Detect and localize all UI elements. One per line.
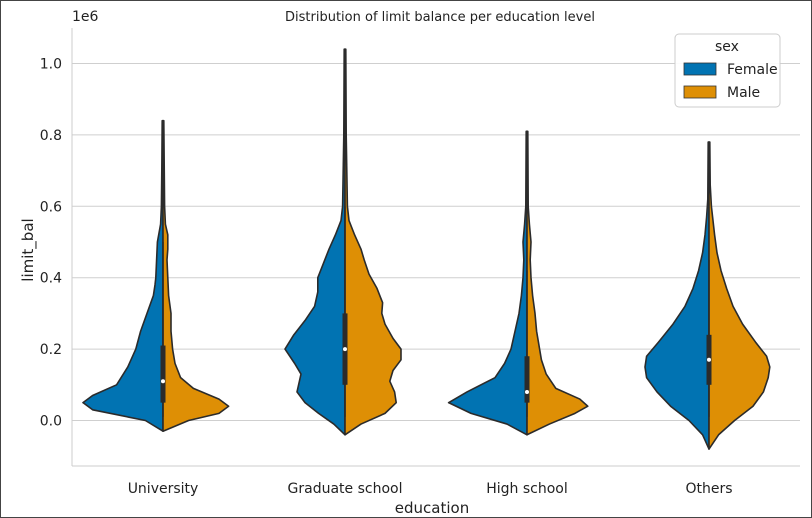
y-tick-label: 0.4: [40, 271, 62, 287]
violin-half-male: [344, 48, 402, 436]
violin-half-female: [447, 130, 528, 436]
y-tick-label: 0.2: [40, 342, 62, 358]
y-axis-label: limit_bal: [19, 218, 38, 281]
violin-half-male: [526, 130, 589, 436]
x-tick-label: Graduate school: [288, 481, 403, 497]
median-dot: [343, 347, 347, 352]
violin-half-male: [162, 119, 230, 433]
y-tick-label: 0.8: [40, 128, 62, 144]
y-tick-label: 0.6: [40, 199, 62, 215]
violin-half-female: [82, 119, 164, 433]
y-tick-label: 1.0: [40, 57, 62, 73]
iqr-box: [524, 356, 530, 403]
legend-swatch-female: [683, 62, 717, 76]
median-dot: [525, 389, 529, 394]
violin-half-female: [644, 141, 710, 450]
violin-half-female: [284, 48, 346, 436]
legend-label-female: Female: [727, 62, 778, 78]
iqr-box: [160, 345, 166, 403]
x-tick-label: High school: [486, 481, 568, 497]
violin-half-male: [708, 141, 771, 450]
y-tick-label: 0.0: [40, 414, 62, 430]
legend-title: sex: [715, 39, 739, 55]
violins: [82, 48, 771, 450]
x-tick-label: University: [128, 481, 199, 497]
inner-boxes: [160, 206, 712, 417]
median-dot: [161, 379, 165, 384]
median-dot: [707, 357, 711, 362]
x-axis-label: education: [395, 499, 469, 517]
chart-title: Distribution of limit balance per educat…: [285, 10, 595, 25]
y-ticks: 0.0 0.2 0.4 0.6 0.8 1.0: [40, 57, 62, 430]
x-ticks: University Graduate school High school Othe…: [128, 481, 733, 497]
x-tick-label: Others: [685, 481, 732, 497]
legend-swatch-male: [683, 85, 717, 99]
axes: [71, 28, 800, 467]
y-scale-label: 1e6: [72, 9, 99, 25]
legend: sex Female Male: [674, 33, 781, 108]
legend-label-male: Male: [727, 85, 760, 101]
